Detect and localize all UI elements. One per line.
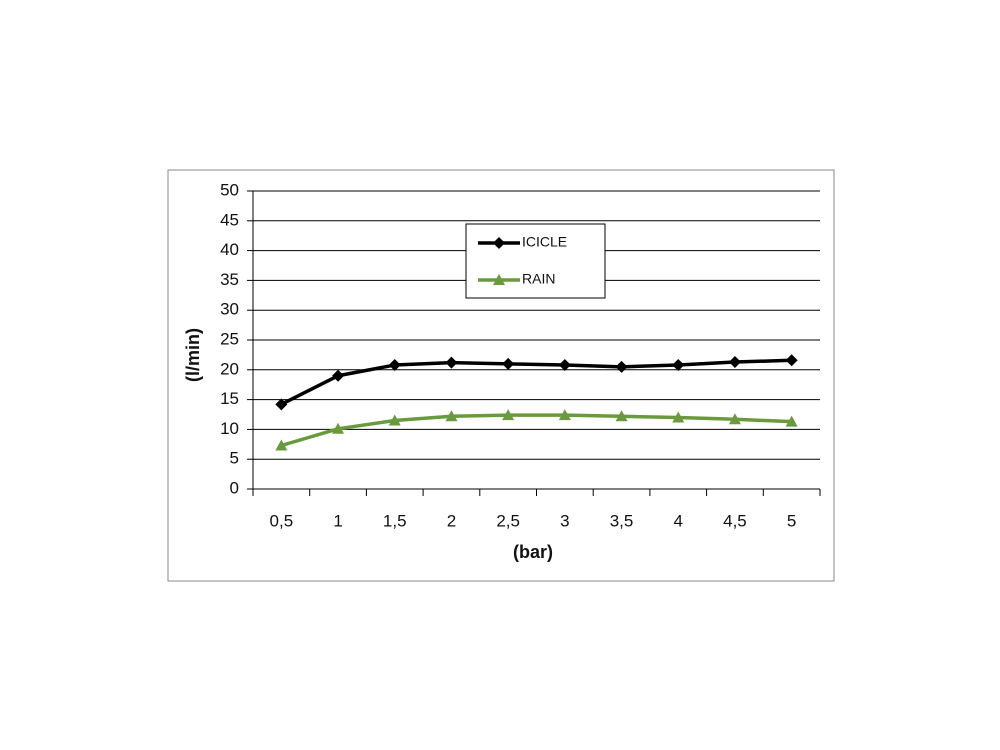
- x-tick-label: 4,5: [723, 511, 747, 530]
- data-point: [558, 409, 571, 421]
- y-tick-label: 45: [220, 210, 239, 229]
- y-tick-label: 5: [230, 449, 239, 468]
- series-line: [280, 413, 792, 448]
- y-tick-label: 0: [230, 478, 239, 497]
- data-point: [558, 359, 571, 372]
- data-point: [275, 439, 288, 451]
- y-tick-label: 30: [220, 300, 239, 319]
- y-tick-label: 25: [220, 329, 239, 348]
- x-tick-label: 5: [787, 511, 796, 530]
- series-line: [280, 358, 792, 406]
- x-axis-label: (bar): [513, 542, 553, 562]
- data-point: [728, 356, 741, 369]
- y-tick-label: 35: [220, 270, 239, 289]
- data-point: [672, 411, 685, 423]
- x-tick-label: 3: [560, 511, 569, 530]
- x-tick-label: 4: [674, 511, 683, 530]
- legend: [465, 223, 606, 299]
- x-tick-label: 1,5: [383, 511, 407, 530]
- data-point: [445, 356, 458, 369]
- legend-marker: [493, 237, 505, 249]
- y-axis-label: (l/min): [183, 328, 203, 382]
- data-point: [502, 357, 515, 370]
- legend-marker: [493, 274, 505, 285]
- data-point: [615, 360, 628, 373]
- x-tick-label: 0,5: [270, 511, 294, 530]
- data-point: [275, 398, 288, 411]
- y-tick-label: 40: [220, 240, 239, 259]
- legend-label: RAIN: [522, 271, 555, 287]
- data-point: [728, 413, 741, 425]
- data-point: [445, 410, 458, 422]
- data-point: [785, 415, 798, 427]
- data-point: [388, 414, 401, 426]
- x-tick-label: 2: [447, 511, 456, 530]
- data-point: [388, 359, 401, 372]
- y-tick-label: 10: [220, 419, 239, 438]
- x-tick-label: 1: [333, 511, 342, 530]
- x-tick-label: 2,5: [496, 511, 520, 530]
- data-point: [615, 410, 628, 422]
- y-tick-label: 15: [220, 389, 239, 408]
- y-tick-label: 50: [220, 180, 239, 199]
- data-point: [332, 422, 345, 434]
- x-tick-label: 3,5: [610, 511, 634, 530]
- data-point: [502, 409, 515, 421]
- y-tick-label: 20: [220, 359, 239, 378]
- legend-label: ICICLE: [522, 234, 567, 250]
- data-point: [672, 359, 685, 372]
- data-point: [332, 369, 345, 382]
- data-point: [785, 354, 798, 367]
